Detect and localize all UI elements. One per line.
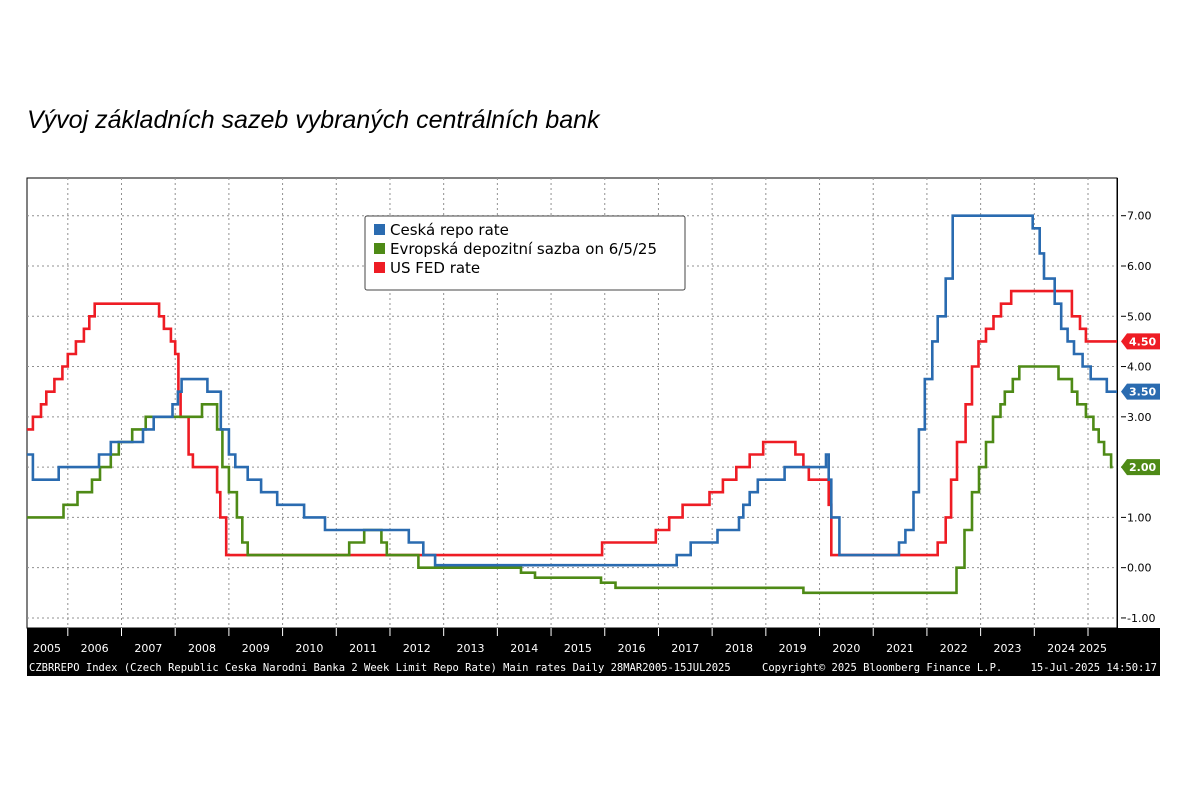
x-tick-label: 2013 [457, 642, 485, 655]
y-tick-label: 3.00 [1127, 411, 1152, 424]
y-tick-label: 5.00 [1127, 310, 1152, 323]
y-tick-label: 1.00 [1127, 511, 1152, 524]
page-title: Vývoj základních sazeb vybraných centrál… [27, 106, 600, 134]
x-tick-label: 2006 [81, 642, 109, 655]
x-tick-label: 2017 [671, 642, 699, 655]
right-axis: -1.00 0.00 1.00 2.00 3.00 4.00 5.00 6.00 7.00 3.5… [1117, 178, 1160, 628]
bottom-axis-band [27, 628, 1160, 658]
right-axis-line [1118, 178, 1121, 628]
y-tick-label: 4.00 [1127, 361, 1152, 374]
x-tick-label: 2024 [1047, 642, 1075, 655]
legend-swatch-ecb [374, 243, 385, 254]
x-tick-label: 2012 [403, 642, 431, 655]
x-tick-label: 2023 [993, 642, 1021, 655]
footer-timestamp: 15-Jul-2025 14:50:17 [1031, 662, 1157, 674]
series-line-ecb [27, 365, 1113, 595]
legend-swatch-fed [374, 262, 385, 273]
x-tick-label: 2019 [779, 642, 807, 655]
footer-index: CZBRREPO Index (Czech Republic Ceska Nar… [29, 662, 731, 674]
last-value-badge-fed: 4.50 [1121, 333, 1160, 350]
x-tick-label: 2011 [349, 642, 377, 655]
x-tick-label: 2021 [886, 642, 914, 655]
x-tick-label: 2020 [832, 642, 860, 655]
footer: CZBRREPO Index (Czech Republic Ceska Nar… [27, 658, 1160, 676]
x-tick-label: 2005 [33, 642, 61, 655]
last-value-badge-text: 2.00 [1129, 461, 1156, 474]
last-value-badge-bg [1121, 459, 1160, 476]
x-tick-label: 2025 [1079, 642, 1107, 655]
series-layer [27, 214, 1117, 595]
x-tick-label: 2008 [188, 642, 216, 655]
last-value-badge-text: 3.50 [1129, 386, 1156, 399]
footer-band [27, 658, 1160, 676]
legend-box [364, 215, 686, 291]
legend-label-fed: US FED rate [390, 259, 480, 277]
y-tick-label: 6.00 [1127, 260, 1152, 273]
last-value-badge-bg [1121, 333, 1160, 350]
x-tick-label: 2009 [242, 642, 270, 655]
bottom-axis: 2005 2006 2007 2008 2009 2010 2011 2012 2013 2014… [27, 628, 1160, 658]
last-value-badge-ecb: 2.00 [1121, 459, 1160, 476]
footer-copyright: Copyright© 2025 Bloomberg Finance L.P. [762, 662, 1002, 674]
last-value-badge-czech: 3.50 [1121, 383, 1160, 400]
last-value-badge-text: 4.50 [1129, 335, 1156, 348]
x-tick-label: 2014 [510, 642, 538, 655]
x-tick-label: 2010 [295, 642, 323, 655]
y-tick-label: 7.00 [1127, 210, 1152, 223]
x-tick-label: 2016 [618, 642, 646, 655]
series-line-czech [27, 214, 1117, 567]
y-tick-label: 0.00 [1127, 562, 1152, 575]
series-line-fed [27, 289, 1117, 557]
x-tick-label: 2018 [725, 642, 753, 655]
x-tick-label: 2015 [564, 642, 592, 655]
x-tick-label: 2022 [940, 642, 968, 655]
legend-label-czech: Ceská repo rate [390, 221, 509, 239]
x-tick-label: 2007 [134, 642, 162, 655]
legend-swatch-czech [374, 224, 385, 235]
legend-label-ecb: Evropská depozitní sazba on 6/5/25 [390, 240, 657, 258]
y-tick-label: -1.00 [1127, 612, 1155, 625]
last-value-badge-bg [1121, 383, 1160, 400]
right-axis-label-bg [1121, 178, 1160, 628]
